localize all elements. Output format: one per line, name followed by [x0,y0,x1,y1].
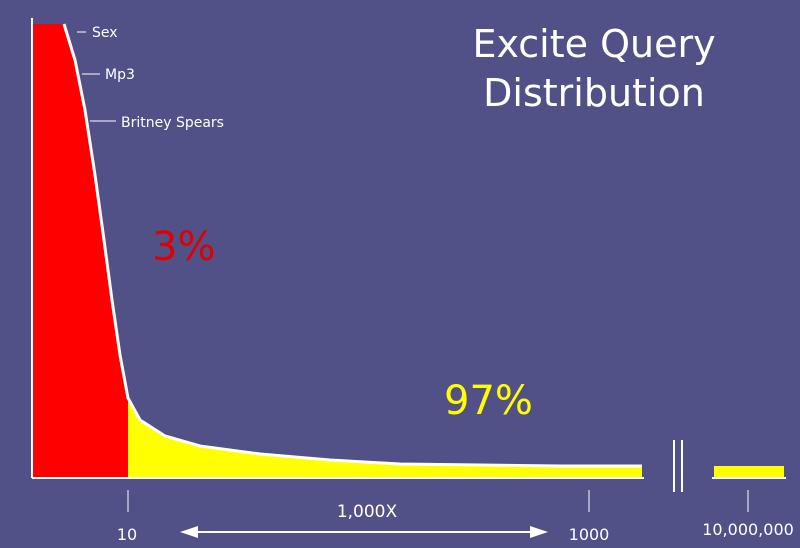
distribution-curve [62,23,642,468]
x-tick-label: 10 [117,525,137,544]
x-tick-label: 1000 [569,525,610,544]
chart-title-line-2: Distribution [483,71,705,115]
head-query-label: Britney Spears [121,115,224,131]
tail-area-97 [128,398,642,478]
x-tick-label: 10,000,000 [702,520,794,539]
tail-area-stub [714,466,784,478]
head-query-label: Mp3 [105,67,135,83]
arrow-head-left [180,526,198,538]
arrow-head-right [530,526,548,538]
tail-percent-label: 97% [444,378,533,424]
head-area-3 [32,24,128,478]
ratio-label: 1,000X [337,502,398,522]
head-query-label: Sex [92,25,118,41]
chart-title-line-1: Excite Query [472,22,715,66]
head-percent-label: 3% [152,224,215,270]
